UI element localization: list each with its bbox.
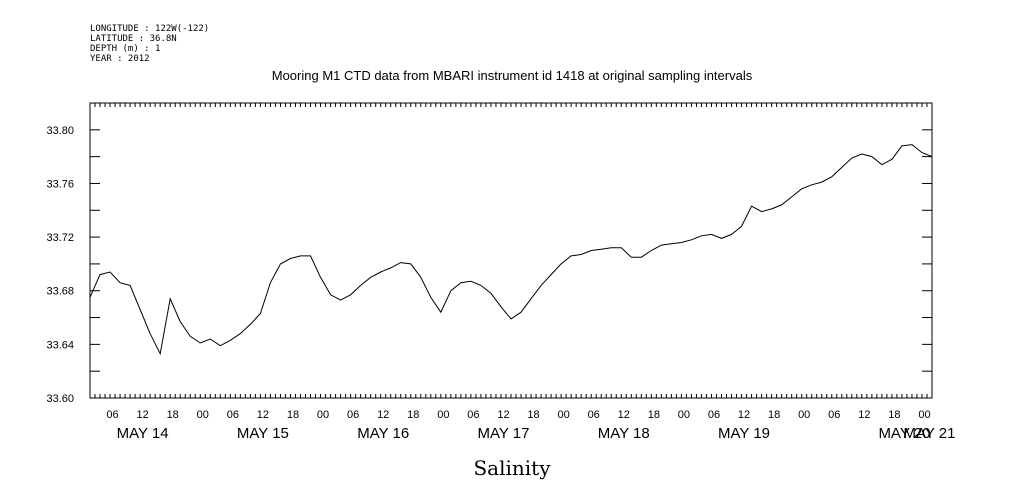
x-tick-label: 00 bbox=[678, 409, 690, 421]
x-tick-label: 12 bbox=[137, 409, 149, 421]
plot-frame bbox=[89, 102, 933, 399]
metadata-year: YEAR : 2012 bbox=[90, 54, 150, 64]
x-tick-label: 00 bbox=[918, 409, 930, 421]
x-tick-label: 18 bbox=[527, 409, 539, 421]
x-day-label: MAY 19 bbox=[718, 425, 770, 442]
x-tick-label: 12 bbox=[377, 409, 389, 421]
y-axis-tick-labels: 33.60 33.64 33.68 33.72 33.76 33.80 bbox=[46, 125, 74, 405]
y-tick-label: 33.76 bbox=[46, 178, 74, 190]
x-day-label: MAY 20 bbox=[878, 425, 930, 442]
x-tick-label: 12 bbox=[257, 409, 269, 421]
x-tick-label: 12 bbox=[497, 409, 509, 421]
x-tick-label: 18 bbox=[287, 409, 299, 421]
x-tick-label: 18 bbox=[888, 409, 900, 421]
x-tick-label: 06 bbox=[588, 409, 600, 421]
x-day-label: MAY 16 bbox=[357, 425, 409, 442]
x-tick-label: 06 bbox=[347, 409, 359, 421]
y-tick-label: 33.72 bbox=[46, 232, 74, 244]
y-tick-label: 33.60 bbox=[46, 393, 74, 405]
y-tick-label: 33.68 bbox=[46, 286, 74, 298]
x-day-label: MAY 17 bbox=[477, 425, 529, 442]
x-tick-label: 18 bbox=[167, 409, 179, 421]
x-tick-label: 00 bbox=[437, 409, 449, 421]
axis-ticks bbox=[89, 102, 933, 399]
x-tick-label: 06 bbox=[227, 409, 239, 421]
x-tick-label: 12 bbox=[738, 409, 750, 421]
x-day-label: MAY 21 bbox=[904, 425, 956, 442]
x-tick-label: 00 bbox=[197, 409, 209, 421]
salinity-line bbox=[89, 144, 933, 356]
x-tick-label: 18 bbox=[768, 409, 780, 421]
x-tick-label: 18 bbox=[648, 409, 660, 421]
metadata-latitude: LATITUDE : 36.8N bbox=[90, 34, 177, 44]
x-tick-label: 06 bbox=[708, 409, 720, 421]
metadata-depth: DEPTH (m) : 1 bbox=[90, 44, 160, 54]
x-tick-label: 12 bbox=[858, 409, 870, 421]
x-tick-label: 00 bbox=[798, 409, 810, 421]
x-day-label: MAY 15 bbox=[237, 425, 289, 442]
x-tick-label: 12 bbox=[618, 409, 630, 421]
y-tick-label: 33.64 bbox=[46, 339, 74, 351]
x-tick-label: 06 bbox=[106, 409, 118, 421]
metadata-longitude: LONGITUDE : 122W(-122) bbox=[90, 24, 209, 34]
x-tick-label: 00 bbox=[317, 409, 329, 421]
x-day-label: MAY 18 bbox=[598, 425, 650, 442]
x-tick-label: 18 bbox=[407, 409, 419, 421]
x-axis-day-labels: MAY 14 MAY 15 MAY 16 MAY 17 MAY 18 MAY 19 MAY … bbox=[117, 425, 956, 442]
chart-title: Mooring M1 CTD data from MBARI instrumen… bbox=[272, 68, 753, 83]
metadata-block: LONGITUDE : 122W(-122) LATITUDE : 36.8N … bbox=[90, 24, 209, 64]
x-axis-label: Salinity bbox=[473, 456, 551, 480]
y-tick-label: 33.80 bbox=[46, 125, 74, 137]
x-tick-label: 06 bbox=[467, 409, 479, 421]
x-day-label: MAY 14 bbox=[117, 425, 169, 442]
x-tick-label: 00 bbox=[558, 409, 570, 421]
x-axis-tick-labels: 06 12 18 00 06 12 18 00 06 12 18 00 06 12 18 00 06 12 18 00… bbox=[106, 409, 930, 421]
x-tick-label: 06 bbox=[828, 409, 840, 421]
